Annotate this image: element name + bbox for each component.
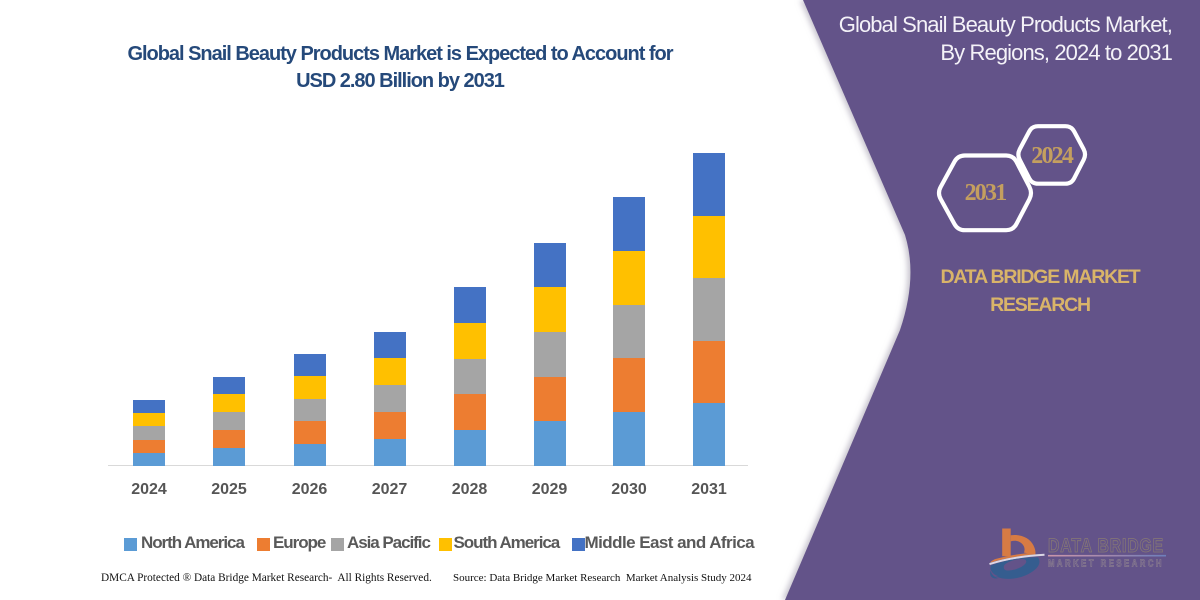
- svg-text:2031: 2031: [965, 180, 1007, 206]
- svg-text:2024: 2024: [1031, 143, 1074, 169]
- svg-text:MARKET RESEARCH: MARKET RESEARCH: [1048, 559, 1164, 570]
- svg-text:DATA BRIDGE: DATA BRIDGE: [1048, 536, 1164, 557]
